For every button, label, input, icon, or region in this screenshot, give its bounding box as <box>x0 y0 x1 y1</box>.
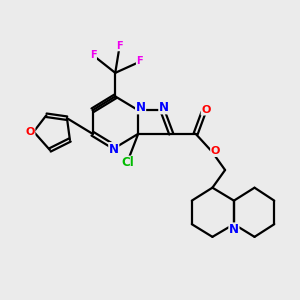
Text: N: N <box>159 101 169 114</box>
Text: O: O <box>201 105 211 115</box>
Text: F: F <box>116 41 122 51</box>
Text: O: O <box>26 127 35 137</box>
Text: N: N <box>136 101 146 114</box>
Text: F: F <box>136 56 143 66</box>
Text: N: N <box>109 142 119 156</box>
Text: Cl: Cl <box>121 156 134 169</box>
Text: O: O <box>211 146 220 157</box>
Text: N: N <box>229 223 239 236</box>
Text: F: F <box>90 50 97 60</box>
